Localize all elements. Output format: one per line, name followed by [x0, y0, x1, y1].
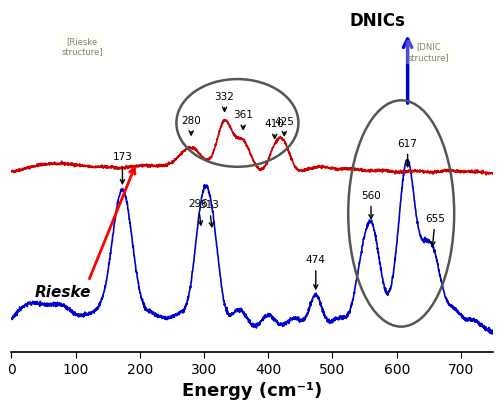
- Text: [DNIC
structure]: [DNIC structure]: [408, 42, 450, 62]
- Text: 280: 280: [182, 116, 201, 135]
- Text: Rieske: Rieske: [34, 285, 91, 300]
- Text: 313: 313: [199, 200, 219, 227]
- Text: 332: 332: [214, 92, 234, 111]
- Text: [Rieske
structure]: [Rieske structure]: [61, 37, 103, 56]
- Text: 173: 173: [112, 152, 132, 184]
- Text: 410: 410: [265, 120, 284, 138]
- Text: 425: 425: [274, 117, 294, 136]
- Text: DNICs: DNICs: [350, 12, 406, 30]
- Text: 655: 655: [426, 214, 445, 246]
- Text: 560: 560: [361, 191, 381, 219]
- X-axis label: Energy (cm⁻¹): Energy (cm⁻¹): [182, 382, 322, 400]
- Text: 361: 361: [234, 110, 253, 129]
- Text: 617: 617: [398, 139, 417, 167]
- Text: 296: 296: [188, 199, 208, 225]
- Text: 474: 474: [306, 255, 326, 289]
